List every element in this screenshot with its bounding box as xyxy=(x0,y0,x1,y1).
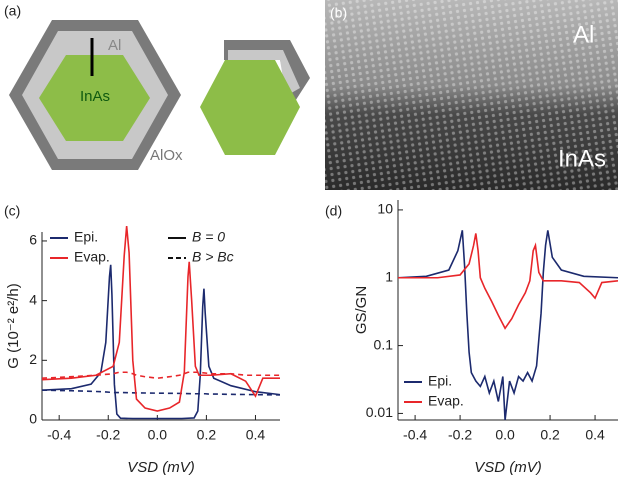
y-tick-label: 6 xyxy=(29,232,37,248)
y-tick-label: 4 xyxy=(29,291,37,307)
diagram-label: Al xyxy=(108,37,121,54)
image-label: InAs xyxy=(558,145,606,172)
x-axis-label: VSD (mV) xyxy=(474,459,542,476)
x-tick-label: 0.2 xyxy=(540,427,560,443)
labels: (a) (b) (c) (d) Al InAs AlOx Al InAs xyxy=(4,3,606,219)
panel-label: (c) xyxy=(4,203,20,219)
legend-label: B = 0 xyxy=(192,229,225,245)
small-cap-al xyxy=(228,50,300,96)
panel-label: (b) xyxy=(330,5,347,21)
y-tick-label: 0.01 xyxy=(366,404,393,420)
x-axis-label: VSD (mV) xyxy=(127,459,195,476)
y-tick-label: 10 xyxy=(377,201,393,217)
series-line xyxy=(398,230,618,421)
series-line xyxy=(42,225,280,412)
series-line xyxy=(42,264,280,420)
image-label: Al xyxy=(573,21,594,48)
x-tick-label: -0.4 xyxy=(403,427,427,443)
diagram-label: AlOx xyxy=(150,147,183,164)
panel-label: (a) xyxy=(4,3,21,19)
legend-label: Evap. xyxy=(428,393,464,409)
y-tick-label: 0.1 xyxy=(374,336,394,352)
x-tick-label: -0.2 xyxy=(448,427,472,443)
y-tick-label: 2 xyxy=(29,351,37,367)
legend-label: Epi. xyxy=(428,373,452,389)
hexagon-inas xyxy=(39,55,150,141)
series-line xyxy=(398,233,618,330)
legend-label: B > Bc xyxy=(192,249,234,265)
x-tick-label: 0.0 xyxy=(495,427,515,443)
x-tick-label: 0.0 xyxy=(148,427,168,443)
plot-area xyxy=(42,225,280,420)
x-tick-label: 0.2 xyxy=(197,427,217,443)
diagram-label: InAs xyxy=(80,88,110,105)
legend-label: Evap. xyxy=(74,249,110,265)
hexagon-small xyxy=(200,60,300,155)
y-axis-label: G (10⁻² e²/h) xyxy=(5,283,22,368)
x-tick-label: -0.2 xyxy=(96,427,120,443)
x-tick-label: 0.4 xyxy=(585,427,605,443)
series-line xyxy=(42,389,280,396)
y-tick-label: 1 xyxy=(385,268,393,284)
tem-lattice xyxy=(325,0,618,190)
panel-label: (d) xyxy=(325,203,342,219)
y-axis-label: GS/GN xyxy=(353,286,370,334)
plot-area xyxy=(398,230,618,421)
x-tick-label: 0.4 xyxy=(246,427,266,443)
legend-label: Epi. xyxy=(74,229,98,245)
y-tick-label: 0 xyxy=(29,411,37,427)
x-tick-label: -0.4 xyxy=(47,427,71,443)
